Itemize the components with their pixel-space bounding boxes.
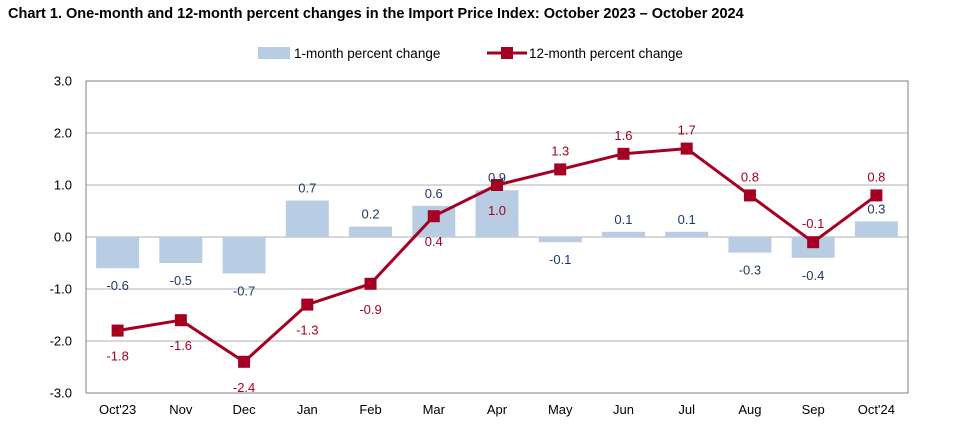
line-point bbox=[554, 163, 567, 176]
x-tick-label: Dec bbox=[233, 402, 257, 417]
bar-label: 0.9 bbox=[488, 170, 506, 185]
bar bbox=[728, 237, 772, 253]
y-tick-label: -1.0 bbox=[50, 282, 72, 297]
bar bbox=[854, 221, 898, 237]
y-tick-label: -3.0 bbox=[50, 386, 72, 401]
legend-marker-12-month bbox=[501, 47, 513, 59]
x-tick-label: Oct'24 bbox=[858, 402, 895, 417]
line-label: -2.4 bbox=[233, 380, 255, 395]
line-label: 0.8 bbox=[741, 169, 759, 184]
line-label: 1.3 bbox=[551, 143, 569, 158]
line-12-month bbox=[111, 142, 883, 368]
line-point bbox=[491, 179, 503, 191]
x-tick-label: Jan bbox=[297, 402, 318, 417]
line-label: -1.3 bbox=[296, 323, 318, 338]
legend: 1-month percent change 12-month percent … bbox=[258, 46, 683, 61]
x-tick-label: Feb bbox=[359, 402, 381, 417]
line-point bbox=[111, 324, 124, 337]
bar bbox=[159, 237, 203, 263]
line-label: -1.8 bbox=[106, 349, 128, 364]
line-point bbox=[743, 189, 756, 202]
x-tick-label: Mar bbox=[423, 402, 446, 417]
y-tick-label: 2.0 bbox=[54, 126, 72, 141]
x-tick-label: May bbox=[548, 402, 573, 417]
legend-label-12-month: 12-month percent change bbox=[529, 46, 683, 61]
bar-label: -0.6 bbox=[106, 278, 128, 293]
bar-label: -0.7 bbox=[233, 283, 255, 298]
bar-label: -0.3 bbox=[739, 263, 761, 278]
x-tick-label: Jun bbox=[613, 402, 634, 417]
bar-label: 0.7 bbox=[298, 181, 316, 196]
line-point bbox=[238, 355, 251, 368]
bar-label: 0.1 bbox=[678, 212, 696, 227]
x-tick-label: Sep bbox=[802, 402, 825, 417]
bar bbox=[665, 231, 709, 237]
bar bbox=[475, 190, 519, 237]
line-label: 1.0 bbox=[488, 203, 506, 218]
data-labels: -0.6 -0.5 -0.7 0.7 0.2 0.6 0.9 -0.1 0.1 0.1 -0.3 -0… bbox=[106, 123, 885, 395]
line-label: -1.6 bbox=[170, 338, 192, 353]
x-tick-label: Apr bbox=[487, 402, 508, 417]
line-point bbox=[174, 314, 187, 327]
y-tick-label: -2.0 bbox=[50, 334, 72, 349]
y-tick-label: 3.0 bbox=[54, 74, 72, 89]
line-point bbox=[807, 236, 820, 249]
line-point bbox=[680, 142, 693, 155]
line-point bbox=[301, 298, 314, 311]
bar bbox=[538, 237, 582, 243]
bar bbox=[601, 231, 645, 237]
chart-title: Chart 1. One-month and 12-month percent … bbox=[8, 6, 744, 22]
line-label: 0.4 bbox=[425, 234, 443, 249]
bar-label: 0.1 bbox=[614, 212, 632, 227]
legend-swatch-1-month bbox=[258, 47, 290, 59]
line-point bbox=[364, 277, 377, 290]
line-point bbox=[427, 210, 440, 223]
y-tick-label: 1.0 bbox=[54, 178, 72, 193]
line-label: -0.1 bbox=[802, 216, 824, 231]
y-axis-ticks: 3.0 2.0 1.0 0.0 -1.0 -2.0 -3.0 bbox=[50, 74, 72, 401]
x-tick-label: Jul bbox=[678, 402, 695, 417]
bar-label: -0.1 bbox=[549, 252, 571, 267]
legend-label-1-month: 1-month percent change bbox=[294, 46, 440, 61]
y-tick-label: 0.0 bbox=[54, 230, 72, 245]
bar bbox=[96, 237, 140, 269]
line-label: 1.7 bbox=[678, 123, 696, 138]
bar bbox=[285, 200, 329, 237]
bar-label: 0.3 bbox=[867, 201, 885, 216]
plot-frame bbox=[85, 80, 909, 394]
line-label: 1.6 bbox=[614, 128, 632, 143]
bar bbox=[349, 226, 393, 237]
x-tick-label: Nov bbox=[169, 402, 193, 417]
line-label: 0.8 bbox=[867, 169, 885, 184]
line-point bbox=[870, 189, 883, 202]
x-tick-label: Aug bbox=[738, 402, 761, 417]
line-point bbox=[617, 147, 630, 160]
line-label: -0.9 bbox=[359, 302, 381, 317]
bar-label: -0.5 bbox=[170, 273, 192, 288]
bar-label: -0.4 bbox=[802, 268, 824, 283]
bar-label: 0.2 bbox=[361, 207, 379, 222]
bar bbox=[222, 237, 266, 274]
x-axis-ticks: Oct'23 Nov Dec Jan Feb Mar Apr May Jun Jul Aug Sep O… bbox=[99, 402, 895, 417]
x-tick-label: Oct'23 bbox=[99, 402, 136, 417]
bar-label: 0.6 bbox=[425, 186, 443, 201]
